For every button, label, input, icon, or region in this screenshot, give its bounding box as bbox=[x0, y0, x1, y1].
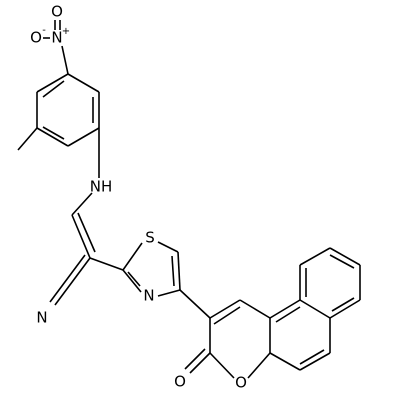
atom-label: NH bbox=[90, 178, 113, 196]
atom-label: N bbox=[143, 287, 154, 305]
atom-label: O bbox=[51, 3, 63, 21]
atom-label: O bbox=[235, 374, 247, 392]
atom-label: O bbox=[30, 29, 42, 47]
atom-charge: - bbox=[42, 25, 46, 36]
atom-labels: O - N + O NH N S N O O bbox=[30, 3, 247, 392]
atom-label: N bbox=[36, 309, 47, 327]
atom-label: O bbox=[174, 373, 186, 391]
atom-label: N bbox=[51, 29, 62, 47]
atom-label: S bbox=[145, 229, 155, 247]
atom-charge: + bbox=[62, 26, 70, 37]
bonds bbox=[17, 20, 361, 379]
